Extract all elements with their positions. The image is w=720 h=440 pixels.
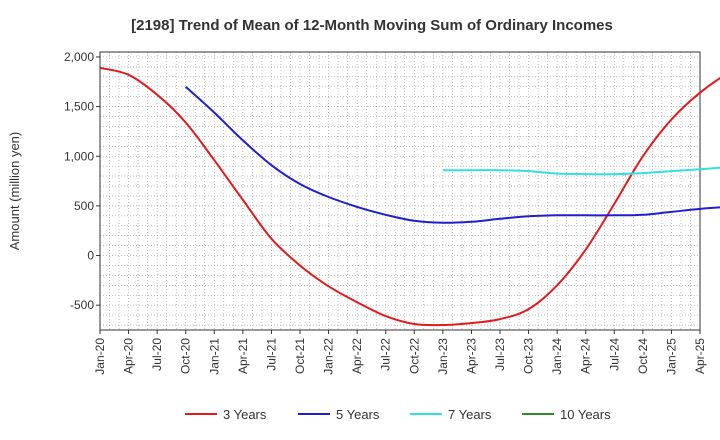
x-axis: Jan-20 Apr-20 Jul-20 Oct-20 Jan-21 Apr-21 Jul-… (93, 330, 707, 375)
x-tick-label: Apr-23 (464, 338, 478, 374)
x-tick-label: Apr-24 (579, 338, 593, 374)
legend-label-3-years: 3 Years (223, 407, 267, 422)
x-tick-label: Apr-20 (122, 338, 136, 374)
x-tick-label: Oct-24 (636, 338, 650, 374)
y-tick-label: 500 (74, 199, 94, 213)
x-tick-label: Apr-22 (350, 338, 364, 374)
x-tick-label: Jul-23 (493, 338, 507, 371)
series-line-5-years (185, 86, 720, 224)
x-tick-label: Oct-21 (293, 338, 307, 374)
chart-title: [2198] Trend of Mean of 12-Month Moving … (131, 17, 613, 34)
y-tick-label: 1,000 (64, 149, 94, 163)
y-tick-label: 1,500 (64, 100, 94, 114)
legend-label-10-years: 10 Years (560, 407, 611, 422)
x-tick-label: Jul-24 (607, 338, 621, 371)
y-axis: -500 0 500 1,000 1,500 2,000 (64, 50, 100, 312)
series-line-3-years (99, 66, 720, 327)
legend-label-7-years: 7 Years (448, 407, 492, 422)
grid (100, 52, 700, 330)
y-tick-label: 2,000 (64, 50, 94, 64)
x-tick-label: Jan-20 (93, 338, 107, 375)
x-tick-label: Jan-23 (436, 338, 450, 375)
y-axis-label: Amount (million yen) (7, 132, 22, 251)
x-tick-label: Apr-25 (693, 338, 707, 374)
x-tick-label: Jul-22 (379, 338, 393, 371)
x-tick-label: Jul-21 (264, 338, 278, 371)
x-tick-label: Jan-24 (550, 338, 564, 375)
x-tick-label: Oct-20 (179, 338, 193, 374)
y-tick-label: -500 (70, 298, 94, 312)
x-tick-label: Jan-25 (664, 338, 678, 375)
x-tick-label: Jan-21 (207, 338, 221, 375)
x-tick-label: Jul-20 (150, 338, 164, 371)
series-group (99, 66, 720, 327)
plot-frame (99, 51, 701, 331)
legend: 3 Years 5 Years 7 Years 10 Years (185, 407, 611, 422)
x-tick-label: Jan-22 (322, 338, 336, 375)
x-tick-label: Oct-23 (522, 338, 536, 374)
series-line-7-years (442, 166, 720, 176)
legend-label-5-years: 5 Years (336, 407, 380, 422)
y-tick-label: 0 (87, 249, 94, 263)
x-tick-label: Oct-22 (407, 338, 421, 374)
x-tick-label: Apr-21 (236, 338, 250, 374)
